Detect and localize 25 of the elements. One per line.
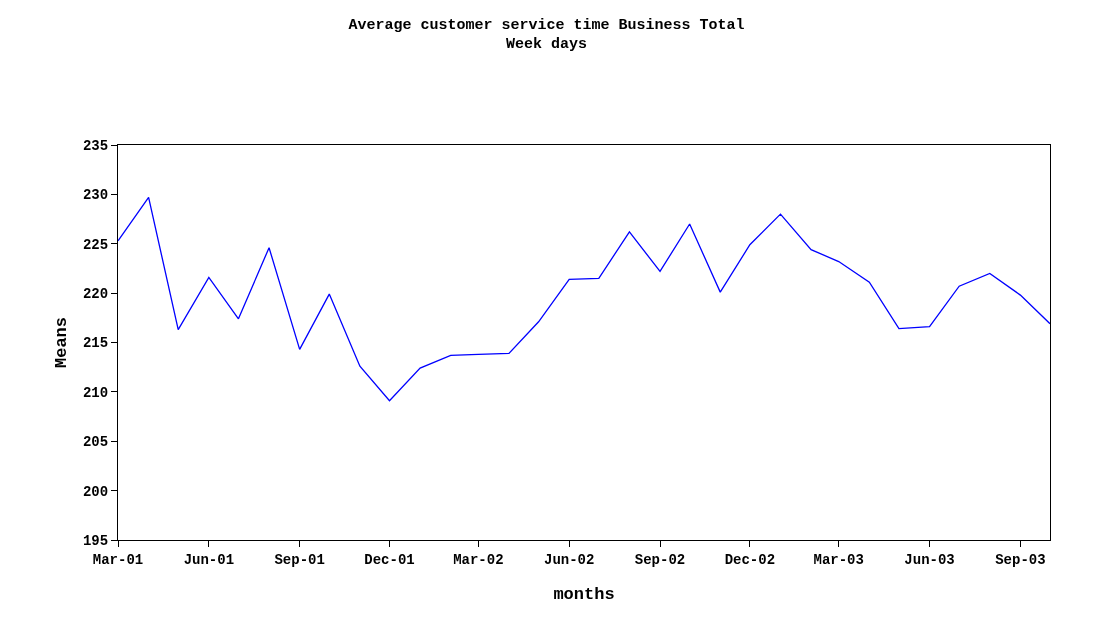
x-tick-label: Sep-01 xyxy=(274,551,325,568)
y-tick-label: 230 xyxy=(82,187,109,204)
x-tick-label: Jun-02 xyxy=(543,551,595,568)
x-tick-label: Mar-02 xyxy=(453,551,504,568)
chart-subtitle: Week days xyxy=(505,36,588,54)
y-tick-label: 220 xyxy=(82,286,109,303)
x-tick-label: Dec-01 xyxy=(364,551,415,568)
x-tick-label: Mar-01 xyxy=(92,551,144,568)
y-tick-label: 195 xyxy=(82,532,109,549)
y-tick-label: 235 xyxy=(82,137,109,154)
y-tick-label: 205 xyxy=(82,434,109,451)
x-tick-label: Sep-03 xyxy=(995,551,1046,568)
y-axis-title: Means xyxy=(51,316,71,369)
y-tick-label: 215 xyxy=(82,335,109,352)
x-axis-title: months xyxy=(553,585,615,605)
y-tick-label: 225 xyxy=(82,236,109,253)
chart-title: Average customer service time Business Total xyxy=(348,16,745,34)
x-tick-label: Sep-02 xyxy=(634,551,686,568)
x-tick-label: Jun-01 xyxy=(183,551,235,568)
x-tick-label: Jun-03 xyxy=(904,551,955,568)
line-series xyxy=(118,196,1050,402)
x-tick-label: Dec-02 xyxy=(724,551,776,568)
x-tick-label: Mar-03 xyxy=(813,551,864,568)
y-tick-label: 200 xyxy=(82,483,109,500)
y-tick-label: 210 xyxy=(82,384,109,401)
